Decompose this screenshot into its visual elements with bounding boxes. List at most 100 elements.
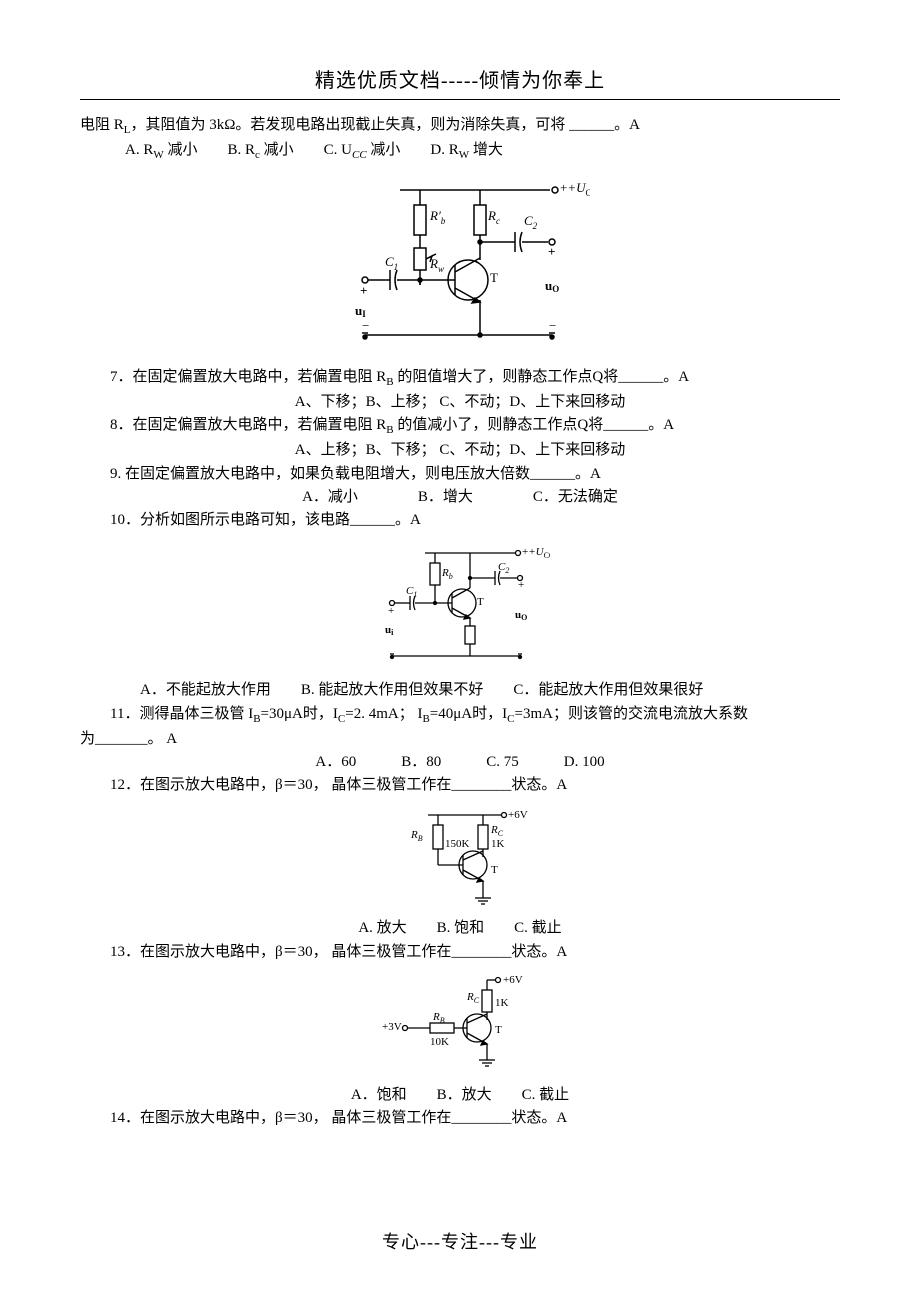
svg-text:C1: C1 (385, 254, 398, 272)
q12-opts: A. 放大 B. 饱和 C. 截止 (80, 917, 840, 940)
f4-rcval: 1K (495, 997, 509, 1009)
f1-rcsub: c (496, 216, 500, 226)
svg-text:R′b: R′b (429, 208, 446, 226)
q6-sub4: W (459, 149, 469, 161)
svg-text:RB: RB (410, 829, 423, 843)
f3-rbval: 150K (445, 838, 470, 850)
f1-rc: R (487, 208, 496, 223)
svg-text:−: − (362, 318, 369, 333)
figure-3-circuit: +6V RC 1K RB 150K T (383, 803, 538, 911)
svg-text:+: + (518, 579, 524, 591)
page-header: 精选优质文档-----倾情为你奉上 (80, 64, 840, 93)
svg-text:RC: RC (490, 824, 504, 838)
q11-a: 11．测得晶体三极管 I (110, 706, 253, 722)
f4-vin: +3V (382, 1021, 402, 1033)
f1-c1sub: 1 (394, 262, 399, 272)
q11-c: =2. 4mA； I (345, 706, 422, 722)
f2-uisub: i (391, 628, 394, 637)
q8-rest: 的值减小了，则静态工作点Q将______。A (394, 417, 674, 433)
f1-ucc: +U (567, 180, 587, 195)
q11-opts: A．60 B．80 C. 75 D. 100 (80, 751, 840, 774)
svg-text:−: − (549, 318, 556, 333)
q13: 13．在图示放大电路中，β＝30， 晶体三极管工作在________状态。A (80, 941, 840, 964)
f1-c2: C (524, 213, 533, 228)
f1-rb: R (429, 208, 438, 223)
q11-e: =3mA；则该管的交流电流放大系数 (514, 706, 747, 722)
q6-rest: ，其阻值为 3kΩ。若发现电路出现截止失真，则为消除失真，可将 ______。A (131, 117, 640, 133)
f3-v: +6V (508, 809, 528, 821)
q10-opts: A．不能起放大作用 B. 能起放大作用但效果不好 C．能起放大作用但效果很好 (80, 679, 840, 702)
f3-rcval: 1K (491, 838, 505, 850)
header-rule (80, 99, 840, 100)
q6-sub3: CC (352, 149, 367, 161)
q9: 9. 在固定偏置放大电路中，如果负载电阻增大，则电压放大倍数______。A (80, 463, 840, 486)
f4-rcsub: C (474, 996, 480, 1005)
f4-rbval: 10K (430, 1036, 449, 1048)
q7-opts: A、下移；B、上移； C、不动；D、上下来回移动 (80, 391, 840, 414)
q8: 8．在固定偏置放大电路中，若偏置电阻 RB 的值减小了，则静态工作点Q将____… (80, 414, 840, 439)
f4-t: T (495, 1024, 502, 1036)
f1-rw: R (429, 256, 438, 271)
q7-rest: 的阻值增大了，则静态工作点Q将______。A (394, 369, 689, 385)
f1-uo: u (545, 278, 552, 293)
f2-uosub: O (521, 613, 527, 622)
svg-text:+: + (548, 244, 555, 259)
f1-rbsub: b (441, 216, 446, 226)
q13-opts: A．饱和 B．放大 C. 截止 (80, 1084, 840, 1107)
q6-options: A. RW 减小 B. Rc 减小 C. UCC 减小 D. RW 增大 (80, 139, 840, 164)
svg-text:uO: uO (515, 609, 527, 622)
q11-s1: B (253, 713, 260, 725)
svg-text:C2: C2 (498, 561, 509, 575)
f1-uccsub: CC (586, 188, 590, 198)
q14: 14．在图示放大电路中，β＝30， 晶体三极管工作在________状态。A (80, 1107, 840, 1130)
f1-c1: C (385, 254, 394, 269)
q6-optA: A. R (125, 142, 153, 158)
f2-t: T (477, 596, 484, 608)
f1-uosub: O (552, 284, 559, 294)
q6-m2: 减小 C. U (260, 142, 352, 158)
q6-intro: 电阻 R (80, 117, 124, 133)
svg-text:+: + (360, 283, 367, 298)
svg-text:Rb: Rb (441, 567, 453, 581)
svg-text:++UCC: ++UCC (560, 180, 590, 198)
f3-rcsub: C (497, 829, 503, 838)
q7-sub: B (386, 376, 393, 388)
f4-rbsub: B (440, 1016, 445, 1025)
q11-line2: 为_______。 A (80, 728, 840, 751)
f2-c1sub: 1 (413, 590, 417, 599)
q6-end: 增大 (469, 142, 503, 158)
figure-4-circuit: +6V RC 1K +3V RB 10K T (375, 970, 545, 1078)
q6-sub1: W (153, 149, 163, 161)
f1-rwsub: w (438, 264, 444, 274)
svg-text:++UCC: ++UCC (522, 546, 550, 560)
q8-sub: B (386, 424, 393, 436)
q7: 7．在固定偏置放大电路中，若偏置电阻 RB 的阻值增大了，则静态工作点Q将___… (80, 366, 840, 391)
q12: 12．在图示放大电路中，β＝30， 晶体三极管工作在________状态。A (80, 774, 840, 797)
q6-line1: 电阻 RL，其阻值为 3kΩ。若发现电路出现截止失真，则为消除失真，可将 ___… (80, 114, 840, 139)
svg-text:ui: ui (385, 624, 394, 637)
content-body: 电阻 RL，其阻值为 3kΩ。若发现电路出现截止失真，则为消除失真，可将 ___… (80, 114, 840, 1130)
f2-rbsub: b (449, 572, 453, 581)
f3-rbsub: B (417, 834, 422, 843)
q11-b: =30μA时，I (261, 706, 338, 722)
f1-c2sub: 2 (533, 221, 538, 231)
q11-s3: B (422, 713, 429, 725)
q8-opts: A、上移；B、下移； C、不动；D、上下来回移动 (80, 439, 840, 462)
svg-text:RC: RC (466, 991, 480, 1005)
q8-text: 8．在固定偏置放大电路中，若偏置电阻 R (110, 417, 386, 433)
f4-v: +6V (503, 974, 523, 986)
f2-uccsub: CC (544, 551, 550, 560)
svg-text:Rc: Rc (487, 208, 500, 226)
svg-text:RB: RB (432, 1011, 445, 1025)
f2-c2sub: 2 (505, 566, 509, 575)
svg-text:+: + (388, 605, 394, 617)
q11: 11．测得晶体三极管 IB=30μA时，IC=2. 4mA； IB=40μA时，… (80, 703, 840, 728)
q10: 10．分析如图所示电路可知，该电路______。A (80, 509, 840, 532)
page-footer: 专心---专注---专业 (0, 1228, 920, 1254)
figure-2-circuit: ++UCC Rb C1 C2 T + + ui uO (370, 538, 550, 673)
svg-text:C1: C1 (406, 585, 417, 599)
q6-m3: 减小 D. R (367, 142, 459, 158)
q6-m1: 减小 B. R (164, 142, 255, 158)
q7-text: 7．在固定偏置放大电路中，若偏置电阻 R (110, 369, 386, 385)
f2-ucc: +U (528, 546, 544, 558)
